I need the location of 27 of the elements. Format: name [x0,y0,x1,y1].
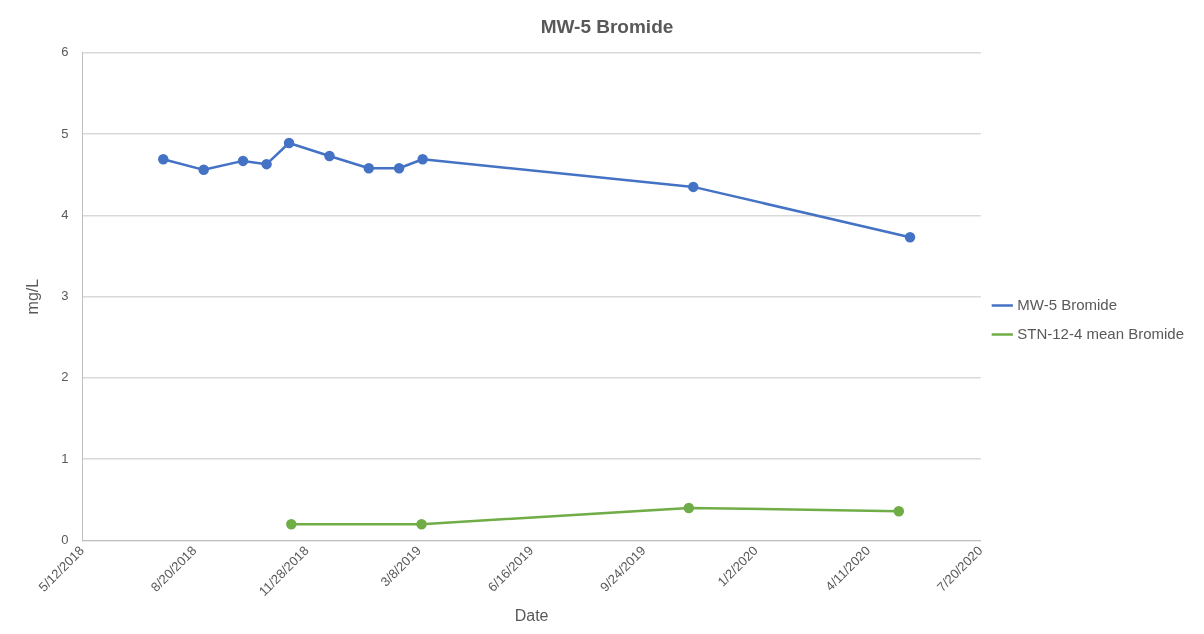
point [416,518,427,530]
x-axis-title: Date [514,606,549,624]
y-axis-title: mg/L [24,278,42,315]
legend-label: STN-12-4 mean Bromide [1017,324,1185,342]
y-tick-label: 3 [61,288,69,304]
point [324,150,335,162]
y-tick-label: 5 [61,125,69,141]
point [363,162,375,174]
y-tick-label: 0 [61,532,69,548]
point [286,518,297,530]
point [393,162,405,174]
point [683,502,695,514]
y-tick-label: 2 [61,369,69,385]
y-tick-label: 1 [61,450,69,466]
point [237,155,249,167]
point [688,181,699,193]
point [198,164,209,176]
point [261,158,272,170]
y-tick-label: 6 [61,44,69,60]
point [417,154,428,165]
point [158,154,169,165]
legend-label: MW-5 Bromide [1017,295,1118,313]
y-tick-label: 4 [61,206,69,222]
point [904,232,916,243]
point [283,137,295,149]
chart-title: MW-5 Bromide [540,15,674,37]
point [893,505,905,517]
